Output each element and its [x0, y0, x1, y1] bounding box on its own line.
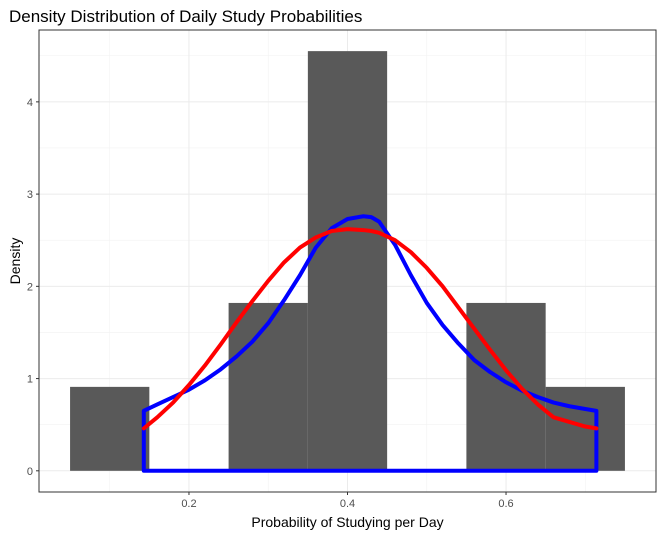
series-layer	[141, 214, 599, 473]
x-tick-label: 0.4	[340, 498, 355, 510]
density-curve-blue	[141, 214, 599, 473]
y-tick-label: 1	[27, 374, 33, 386]
histogram-bar	[70, 386, 150, 471]
histogram-bar	[228, 302, 308, 471]
histogram-bar	[307, 51, 388, 471]
y-tick-label: 4	[27, 97, 33, 109]
y-tick-label: 2	[27, 281, 33, 293]
bars-layer	[70, 51, 625, 471]
histogram-bar	[466, 302, 546, 471]
chart-title: Density Distribution of Daily Study Prob…	[9, 7, 363, 26]
histogram-bar	[545, 386, 625, 471]
y-axis-title: Density	[7, 238, 23, 285]
fitted-curve-red	[141, 227, 599, 431]
y-tick-label: 3	[27, 189, 33, 201]
x-tick-label: 0.6	[498, 498, 513, 510]
x-tick-label: 0.2	[181, 498, 196, 510]
y-tick-label: 0	[27, 466, 33, 478]
x-axis-title: Probability of Studying per Day	[251, 514, 443, 530]
ticks-layer: 0.2 0.4 0.6 0 1 2 3 4	[27, 97, 514, 510]
